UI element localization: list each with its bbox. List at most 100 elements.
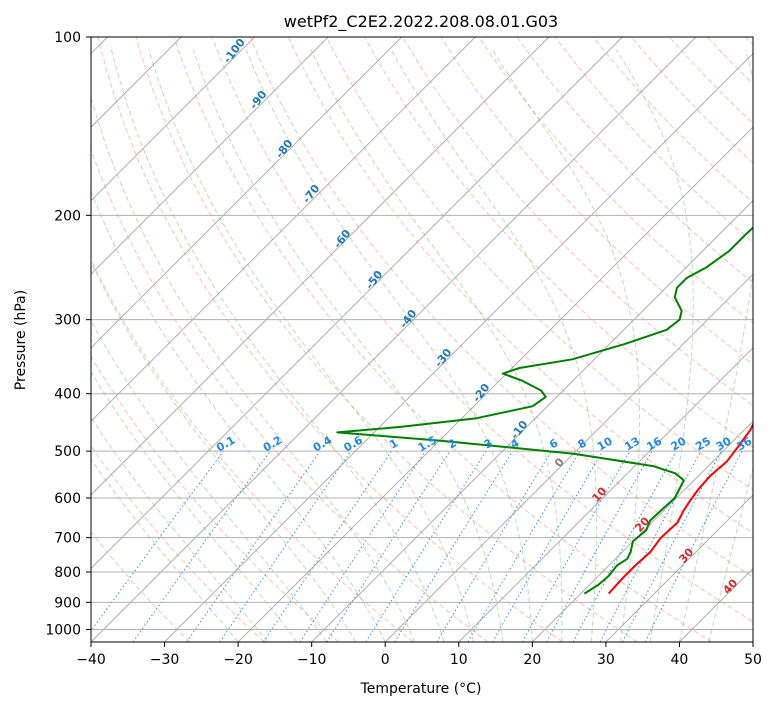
mixing-ratio-line	[186, 450, 321, 642]
dry-adiabat-label: -40	[397, 307, 420, 331]
x-tick-label: −40	[76, 652, 106, 668]
mixing-ratio-line	[644, 450, 743, 642]
mixing-ratio-label: 3	[482, 436, 495, 451]
y-tick-label: 700	[54, 531, 81, 547]
mixing-ratio-line	[219, 450, 352, 642]
dry-adiabat-line	[91, 355, 340, 642]
dry-adiabat-label: -30	[432, 346, 455, 370]
moist-adiabat-line	[91, 416, 268, 642]
moist-adiabat-label: 40	[720, 576, 740, 596]
y-axis-label: Pressure (hPa)	[13, 290, 29, 390]
dry-adiabat-label: -20	[470, 381, 493, 405]
moist-adiabat-line	[615, 49, 694, 642]
x-tick-label: −10	[297, 652, 327, 668]
moist-adiabat-label: 30	[676, 545, 696, 565]
moist-adiabat-line	[91, 370, 298, 642]
dewpoint-profile	[336, 226, 753, 595]
dry-adiabat-label: -60	[331, 227, 354, 251]
dry-adiabat-label: -90	[247, 88, 270, 112]
isotherm-line	[91, 37, 623, 570]
isotherm-line	[679, 567, 753, 642]
moist-adiabat-line	[310, 49, 563, 642]
isotherm-line	[458, 347, 753, 642]
y-tick-label: 400	[54, 387, 81, 403]
isotherm-line	[91, 37, 256, 202]
temperature-profile	[607, 421, 753, 595]
dry-adiabat-line	[364, 37, 753, 449]
mixing-ratio-line	[91, 450, 224, 632]
dry-adiabat-line	[135, 37, 638, 642]
dry-adiabat-line	[326, 37, 753, 491]
x-tick-label: 10	[450, 652, 468, 668]
isotherm-line	[605, 494, 753, 642]
x-tick-label: 20	[523, 652, 541, 668]
dry-adiabat-line	[211, 37, 753, 623]
moist-adiabat-line	[390, 49, 598, 642]
moist-adiabat-line	[91, 95, 416, 642]
moist-adiabat-label: 0	[552, 455, 567, 470]
moist-adiabat-line	[245, 49, 533, 642]
dry-adiabat-line	[440, 37, 753, 365]
mixing-ratio-label: 30	[714, 434, 734, 453]
dry-adiabat-label: -100	[221, 36, 248, 66]
moist-adiabat-line	[110, 49, 445, 642]
dry-adiabat-label: -50	[363, 268, 386, 292]
plot-area: -100-90-80-70-60-50-40-30-20-10010203040…	[90, 36, 755, 643]
x-axis-label: Temperature (°C)	[360, 681, 482, 697]
y-tick-label: 300	[54, 313, 81, 329]
dry-adiabat-line	[554, 37, 753, 244]
isotherm-line	[311, 199, 753, 642]
moist-adiabat-label: 20	[632, 514, 652, 534]
y-tick-label: 800	[54, 565, 81, 581]
mixing-ratio-line	[326, 450, 451, 642]
isotherm-line	[237, 126, 753, 642]
dry-adiabat-label: -80	[273, 137, 296, 161]
moist-adiabat-line	[91, 458, 239, 642]
mixing-ratio-label: 10	[595, 434, 615, 453]
mixing-ratio-line	[394, 450, 514, 642]
isotherm-line	[91, 37, 329, 275]
x-tick-label: −30	[150, 652, 180, 668]
moist-adiabat-line	[678, 49, 753, 642]
isotherm-line	[91, 37, 476, 423]
dry-adiabat-line	[707, 37, 753, 85]
x-tick-label: 0	[381, 652, 390, 668]
mixing-ratio-label: 20	[669, 434, 689, 453]
mixing-ratio-line	[467, 450, 581, 642]
moist-adiabat-line	[192, 49, 504, 642]
y-tick-label: 1000	[45, 622, 81, 638]
moist-adiabat-line	[708, 466, 753, 642]
isotherm-line	[91, 37, 403, 349]
dry-adiabat-line	[516, 37, 753, 284]
moist-adiabat-line	[148, 49, 474, 642]
mixing-ratio-label: 1	[387, 436, 400, 451]
moist-adiabat-line	[91, 189, 386, 642]
mixing-ratio-line	[263, 450, 392, 642]
dry-adiabat-line	[249, 37, 753, 578]
dry-adiabat-line	[592, 37, 753, 204]
x-tick-label: 30	[597, 652, 615, 668]
mixing-ratio-line	[522, 450, 631, 642]
mixing-ratio-label: 16	[644, 434, 664, 453]
mixing-ratio-label: 25	[693, 435, 713, 454]
dry-adiabat-line	[91, 258, 414, 642]
dry-adiabat-line	[478, 37, 753, 324]
chart-title: wetPf2_C2E2.2022.208.08.01.G03	[284, 12, 558, 32]
y-tick-label: 500	[54, 444, 81, 460]
mixing-ratio-line	[546, 450, 653, 642]
x-tick-label: 40	[671, 652, 689, 668]
dry-adiabat-line	[402, 37, 753, 407]
isotherm-line	[91, 37, 697, 642]
y-tick-label: 900	[54, 595, 81, 611]
moist-adiabat-line	[491, 49, 641, 642]
mixing-ratio-line	[132, 450, 271, 642]
dry-adiabat-line	[91, 148, 489, 642]
y-tick-label: 600	[54, 491, 81, 507]
y-tick-label: 200	[54, 208, 81, 224]
moist-adiabat-line	[91, 260, 357, 642]
isotherm-line	[91, 37, 550, 496]
plot-lines	[91, 37, 753, 642]
isotherm-line	[164, 52, 753, 642]
x-tick-label: 50	[744, 652, 762, 668]
